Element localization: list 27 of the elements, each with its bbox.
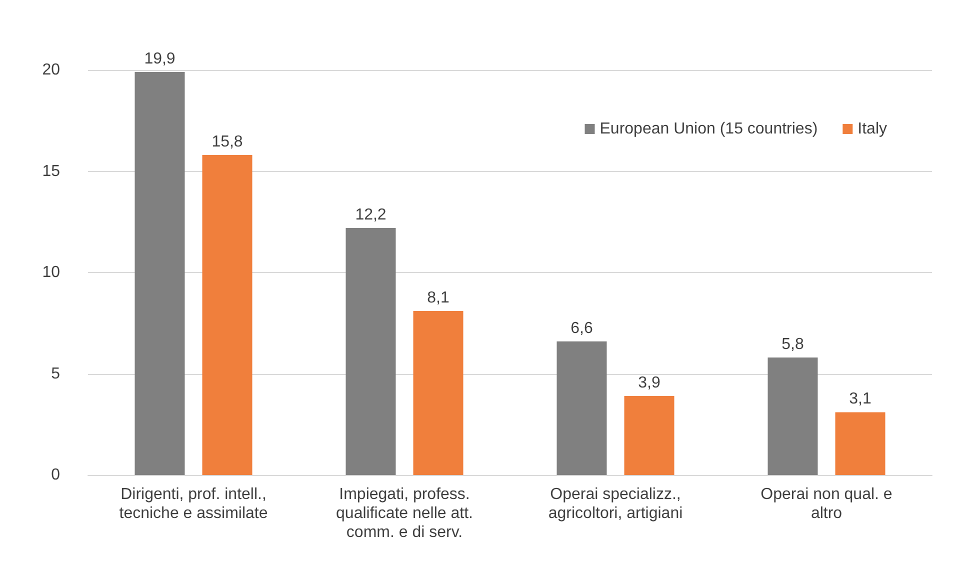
- bar: [768, 358, 818, 475]
- data-label: 15,8: [212, 134, 243, 151]
- y-tick-label: 5: [51, 365, 60, 382]
- bar: [134, 72, 185, 475]
- bar: [346, 228, 396, 475]
- bar: [556, 341, 607, 475]
- legend-label: Italy: [858, 120, 887, 138]
- data-label: 3,9: [638, 374, 660, 392]
- x-tick-label: Impiegati, profess. qualificate nelle att. comm. e di serv.: [336, 486, 473, 541]
- data-label: 3,1: [849, 390, 872, 408]
- data-label: 5,8: [782, 336, 804, 354]
- y-tick-label: 10: [42, 264, 60, 281]
- y-tick-label: 0: [51, 466, 60, 484]
- x-tick-label: Dirigenti, prof. intell., tecniche e assimilate: [119, 486, 268, 522]
- bar: [413, 310, 464, 475]
- bar: [624, 396, 674, 475]
- data-label: 8,1: [427, 289, 450, 306]
- x-tick-label: Operai non qual. e altro: [760, 486, 892, 522]
- legend-label: European Union (15 countries): [600, 120, 818, 138]
- bar: [202, 155, 252, 475]
- data-label: 6,6: [570, 320, 593, 337]
- y-tick-label: 15: [42, 162, 60, 180]
- bar: [835, 412, 886, 475]
- data-label: 19,9: [144, 50, 176, 68]
- y-tick-label: 20: [42, 62, 60, 78]
- x-tick-label: Operai specializz., agricoltori, artigiani: [548, 486, 683, 522]
- data-label: 12,2: [355, 206, 386, 224]
